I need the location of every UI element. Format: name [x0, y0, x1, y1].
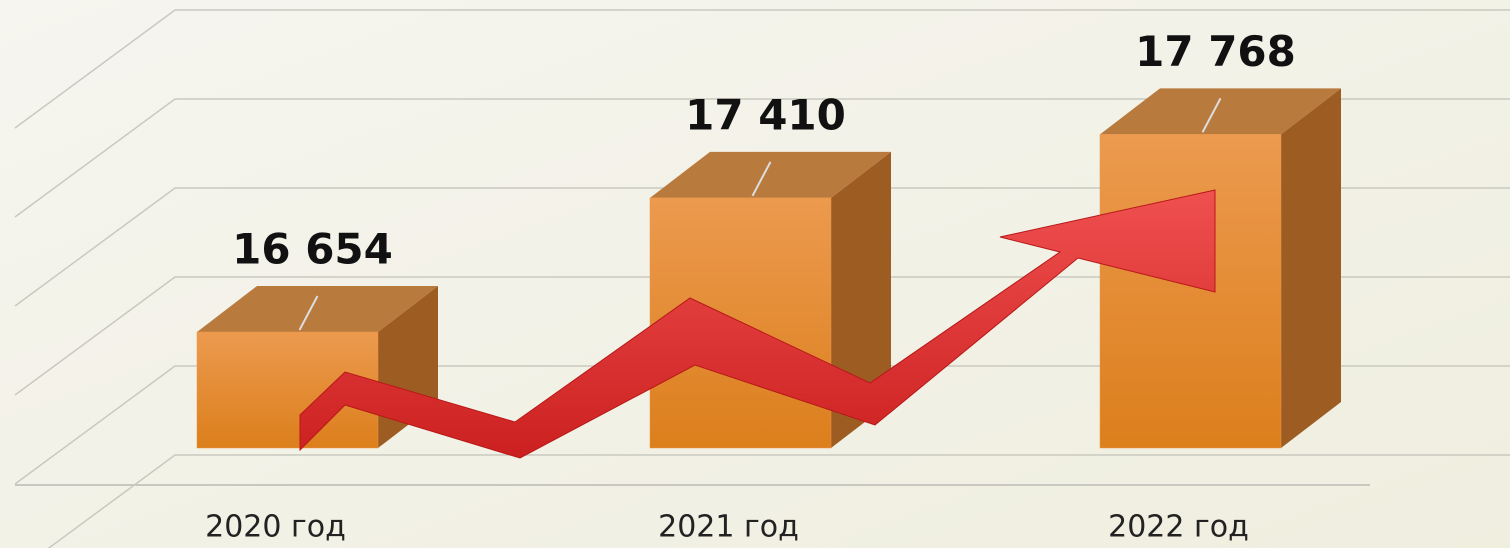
bar-side: [1281, 88, 1341, 448]
category-label: 2021 год: [658, 510, 799, 545]
leader-line: [298, 295, 319, 331]
grid-line: [47, 454, 1510, 548]
grid-line: [14, 187, 1510, 307]
bar-top: [1100, 88, 1341, 135]
grid-line: [14, 365, 1510, 485]
trend-arrow: [299, 189, 1216, 459]
value-label: 17 410: [685, 90, 846, 139]
value-label: 16 654: [232, 224, 393, 273]
bar-top: [650, 151, 891, 198]
bar-top: [197, 285, 438, 332]
bar: [1099, 134, 1282, 449]
labels: 16 654 2020 год 17 410 2021 год 17 768 2022 г…: [205, 27, 1296, 545]
leader-line: [751, 161, 772, 197]
grid: [14, 9, 1510, 548]
grid-line: [14, 276, 1510, 396]
leader-line: [1201, 97, 1222, 133]
grid-line: [14, 98, 1510, 218]
category-label: 2022 год: [1108, 510, 1249, 545]
category-label: 2020 год: [205, 510, 346, 545]
value-label: 17 768: [1135, 27, 1296, 76]
grid-line: [14, 9, 1510, 129]
